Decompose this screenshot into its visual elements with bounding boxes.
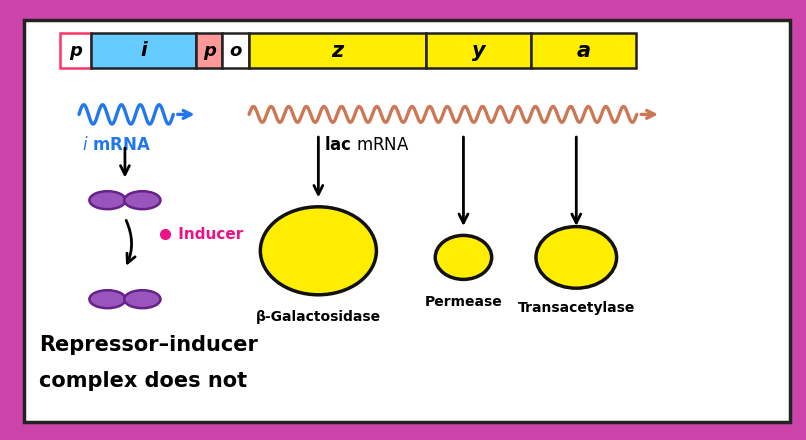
Bar [222, 33, 249, 68]
Ellipse shape [89, 290, 126, 308]
Ellipse shape [536, 227, 617, 288]
Text: p: p [203, 42, 215, 59]
Text: Inducer: Inducer [173, 227, 243, 242]
Text: i: i [140, 41, 147, 60]
Text: $\mathit{i}$ mRNA: $\mathit{i}$ mRNA [82, 136, 152, 154]
Ellipse shape [124, 290, 160, 308]
Bar [196, 33, 222, 68]
Bar [249, 33, 426, 68]
Text: o: o [230, 42, 242, 59]
Text: z: z [331, 40, 344, 61]
Ellipse shape [89, 191, 126, 209]
Bar [426, 33, 531, 68]
Text: β-Galactosidase: β-Galactosidase [256, 310, 381, 324]
Bar [60, 33, 91, 68]
Bar [91, 33, 196, 68]
Text: y: y [472, 40, 485, 61]
Text: p: p [69, 42, 82, 59]
Ellipse shape [435, 235, 492, 279]
Text: Repressor–inducer: Repressor–inducer [39, 335, 258, 356]
Ellipse shape [260, 207, 376, 295]
Text: Transacetylase: Transacetylase [517, 301, 635, 315]
Bar [531, 33, 636, 68]
FancyBboxPatch shape [24, 20, 790, 422]
Text: a: a [576, 40, 591, 61]
Text: complex does not: complex does not [39, 370, 247, 391]
Ellipse shape [124, 191, 160, 209]
Text: Permease: Permease [425, 295, 502, 309]
Text: $\mathit{\mathbf{lac}}$ mRNA: $\mathit{\mathbf{lac}}$ mRNA [324, 136, 409, 154]
